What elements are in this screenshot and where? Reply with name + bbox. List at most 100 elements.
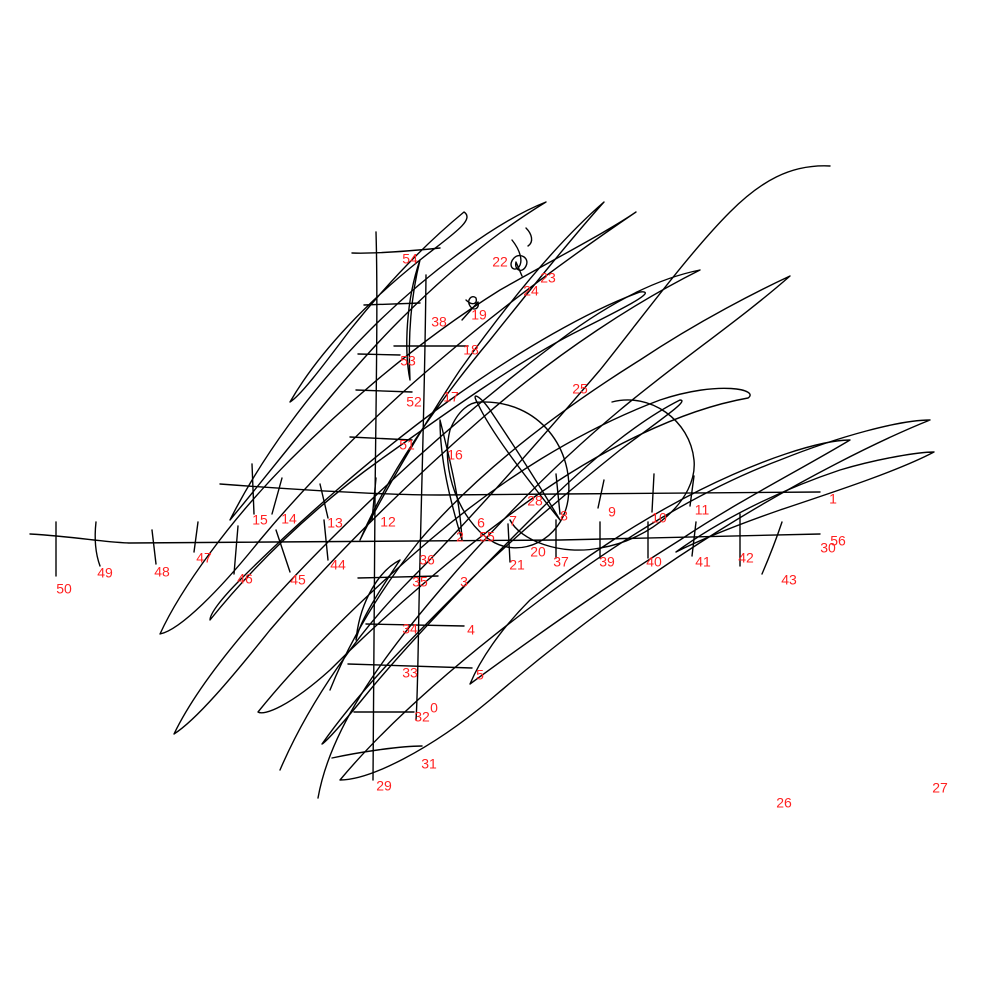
knot-scribble (510, 239, 528, 277)
node-label-27: 27 (932, 780, 948, 796)
knot-scribble (525, 227, 533, 247)
node-label-0: 0 (430, 700, 438, 716)
node-label-36: 36 (419, 552, 435, 568)
tick (651, 473, 655, 513)
node-label-45: 45 (290, 572, 306, 588)
tick (349, 436, 413, 441)
knot-strokes (461, 227, 533, 321)
scribble-loop (339, 419, 931, 781)
node-label-13: 13 (327, 515, 343, 531)
tick (275, 529, 291, 573)
tick (193, 521, 199, 553)
node-label-44: 44 (330, 557, 346, 573)
scribble-loop (257, 387, 751, 714)
ellipse-loop (509, 399, 695, 551)
node-label-15: 15 (252, 512, 268, 528)
scribble-loop (289, 211, 468, 403)
scribble-strokes (159, 165, 935, 799)
tick (331, 745, 423, 759)
node-label-31: 31 (421, 756, 437, 772)
node-label-56: 56 (830, 533, 846, 549)
node-label-17: 17 (443, 389, 459, 405)
tick (251, 463, 255, 515)
tick (347, 663, 473, 669)
ellipse-loop (446, 401, 570, 549)
node-label-32: 32 (414, 709, 430, 725)
scribble-loop (469, 439, 851, 685)
ellipse-loop (406, 259, 421, 381)
node-label-29: 29 (376, 778, 392, 794)
node-label-43: 43 (781, 572, 797, 588)
node-label-16: 16 (447, 447, 463, 463)
node-label-50: 50 (56, 581, 72, 597)
tick (357, 575, 439, 579)
node-label-54: 54 (402, 251, 418, 267)
node-label-8: 8 (560, 508, 568, 524)
upper-horizontal-line (219, 483, 821, 496)
tick (365, 623, 465, 627)
knot-scribble (461, 296, 480, 321)
node-label-24: 24 (523, 283, 539, 299)
node-label-4: 4 (467, 622, 475, 638)
ellipse-strokes (355, 259, 695, 641)
node-label-22: 22 (492, 254, 508, 270)
node-label-37: 37 (553, 554, 569, 570)
node-label-55: 55 (479, 529, 495, 545)
node-label-25: 25 (572, 381, 588, 397)
node-label-41: 41 (695, 554, 711, 570)
node-label-6: 6 (477, 515, 485, 531)
tick (271, 477, 283, 515)
tick (555, 473, 561, 515)
node-label-10: 10 (651, 510, 667, 526)
node-label-49: 49 (97, 565, 113, 581)
node-label-2: 2 (456, 529, 464, 545)
node-label-1: 1 (829, 491, 837, 507)
node-label-30: 30 (820, 540, 836, 556)
tick (323, 519, 329, 561)
node-label-40: 40 (646, 554, 662, 570)
tick (761, 521, 783, 575)
scribble-loop (209, 291, 647, 621)
node-label-21: 21 (509, 557, 525, 573)
node-label-26: 26 (776, 795, 792, 811)
node-label-38: 38 (431, 314, 447, 330)
node-label-11: 11 (695, 502, 710, 518)
node-label-39: 39 (599, 554, 615, 570)
node-label-9: 9 (608, 504, 616, 520)
node-label-51: 51 (399, 437, 415, 453)
node-label-5: 5 (476, 667, 484, 683)
scribble-loop (279, 165, 831, 771)
node-label-42: 42 (738, 550, 754, 566)
tick (233, 525, 239, 575)
node-label-14: 14 (281, 511, 297, 527)
node-label-18: 18 (463, 342, 479, 358)
node-label-48: 48 (154, 564, 170, 580)
scribble-loop (173, 269, 701, 735)
node-label-19: 19 (471, 307, 487, 323)
node-label-52: 52 (406, 394, 422, 410)
node-label-35: 35 (412, 574, 428, 590)
node-label-34: 34 (402, 621, 418, 637)
node-label-23: 23 (540, 270, 556, 286)
node-label-12: 12 (380, 514, 396, 530)
ellipse-loop (355, 559, 401, 641)
ellipse-loop (439, 419, 463, 541)
node-label-53: 53 (400, 353, 416, 369)
scribble-loop (317, 275, 791, 799)
scribble-loop (359, 201, 605, 541)
node-label-46: 46 (237, 571, 253, 587)
tick (597, 479, 605, 509)
tick (363, 302, 421, 306)
tick (151, 529, 157, 565)
node-label-7: 7 (509, 513, 517, 529)
ellipse-loop (474, 395, 561, 521)
scribble-loop (321, 399, 683, 745)
tick (357, 353, 401, 356)
scribble-loop (675, 451, 935, 553)
node-label-33: 33 (402, 665, 418, 681)
scribble-loop (229, 201, 547, 521)
node-label-47: 47 (196, 550, 212, 566)
